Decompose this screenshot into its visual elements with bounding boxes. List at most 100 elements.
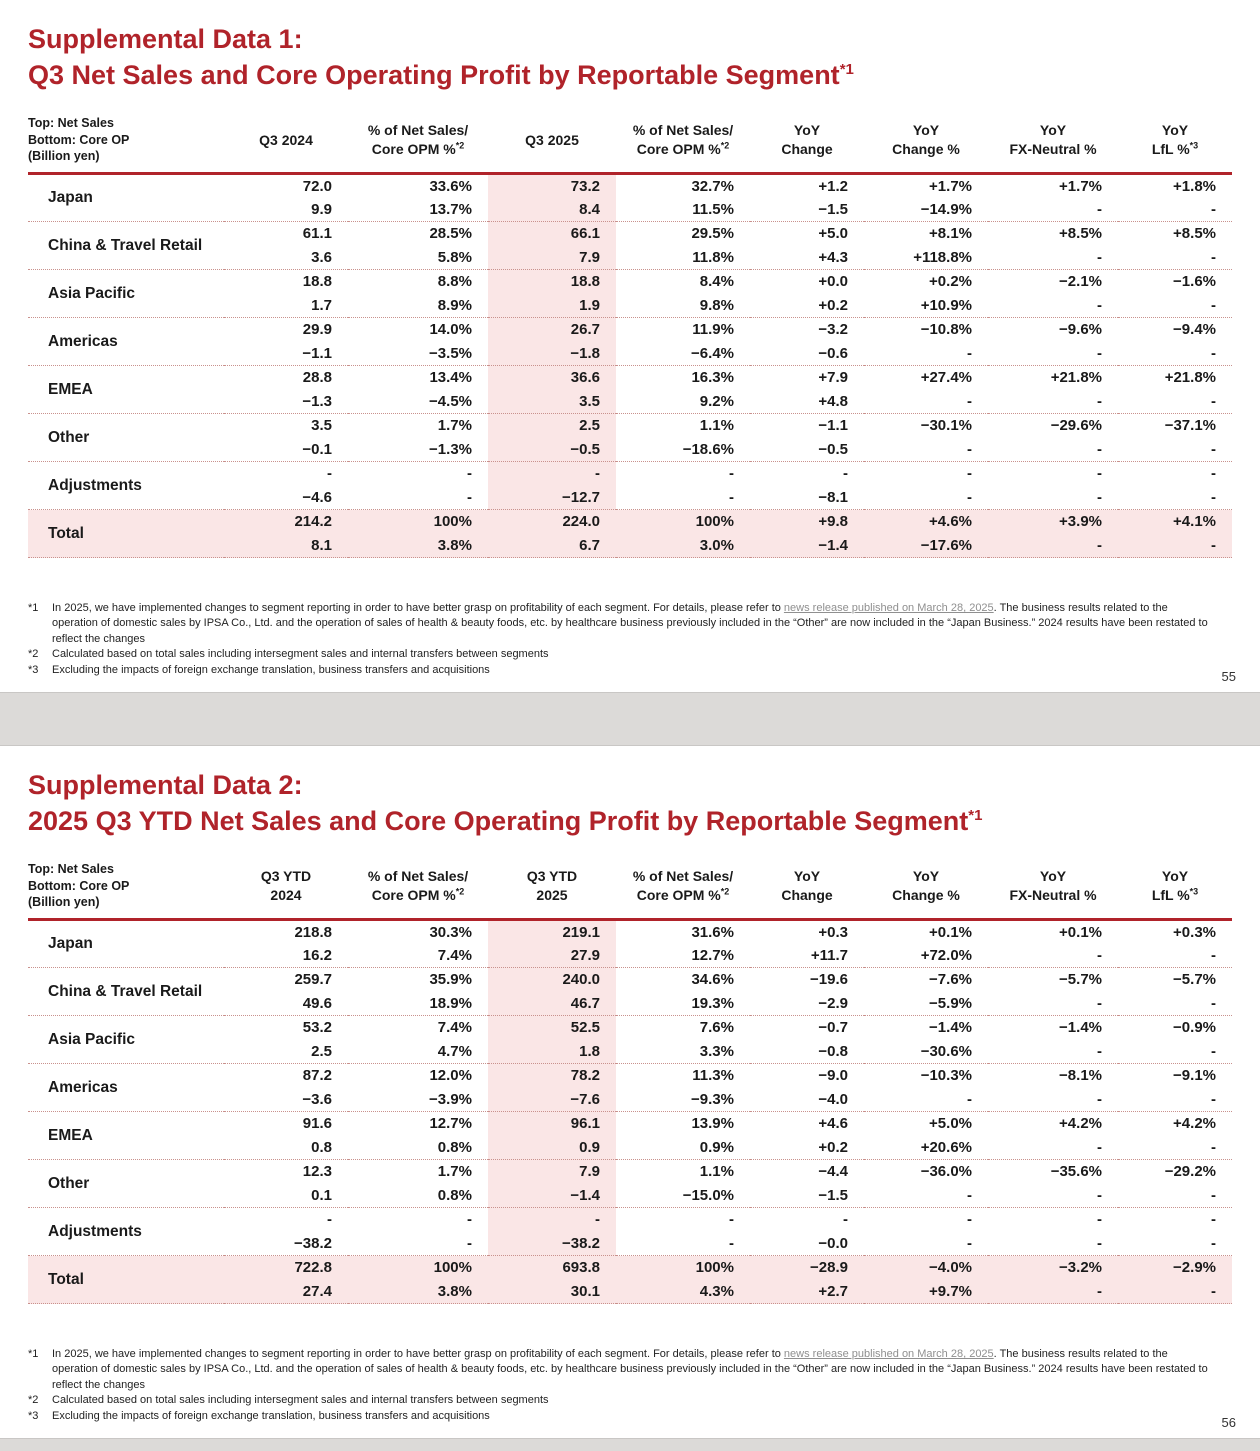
value-cell: 11.9% xyxy=(616,317,750,342)
value-cell: −1.5 xyxy=(818,1186,848,1204)
value-cell: 3.5 xyxy=(488,389,616,414)
core-op-line: 9.9 13.7% 8.4 11.5% −1.5 −14.9% - - xyxy=(28,197,1232,222)
value-cell: 33.6% xyxy=(429,177,472,195)
value-cell: 2.5 xyxy=(311,1042,332,1060)
value-cell: −1.4 xyxy=(750,533,864,558)
value-cell: - xyxy=(1097,248,1102,266)
value-cell: 14.0% xyxy=(348,317,488,342)
value-cell: −4.5% xyxy=(429,392,472,410)
value-cell: - xyxy=(1097,392,1102,410)
value-cell: +1.8% xyxy=(1173,177,1216,195)
value-cell: −10.8% xyxy=(864,317,988,342)
value-cell: 3.3% xyxy=(699,1042,734,1060)
value-cell: −3.6 xyxy=(302,1090,332,1108)
segment-row-group: EMEA 91.6 12.7% 96.1 13.9% +4.6 +5.0% +4.2% +4.2… xyxy=(28,1111,1232,1160)
footnote-marker: *1 xyxy=(28,1348,39,1361)
footnote-text: In 2025, we have implemented changes to … xyxy=(52,602,1208,645)
value-cell: 4.7% xyxy=(437,1042,472,1060)
column-header: YoY LfL %*3 xyxy=(1118,857,1232,922)
value-cell: +0.2 xyxy=(818,296,848,314)
value-cell: −0.0 xyxy=(818,1234,848,1252)
segment-label: EMEA xyxy=(28,1111,224,1160)
net-sales-line: Other 3.5 1.7% 2.5 1.1% −1.1 −30.1% −29.6% −37.1… xyxy=(28,413,1232,462)
footnote-1: *1 In 2025, we have implemented changes … xyxy=(28,601,1216,647)
slide-title: Supplemental Data 2: 2025 Q3 YTD Net Sal… xyxy=(28,768,1232,839)
value-cell: 214.2 xyxy=(224,509,348,534)
value-cell: - xyxy=(224,461,348,486)
value-cell: 12.7% xyxy=(691,946,734,964)
value-cell: - xyxy=(1211,1090,1216,1108)
value-cell: 693.8 xyxy=(488,1255,616,1280)
value-cell: 8.4% xyxy=(616,269,750,294)
segment-label: China & Travel Retail xyxy=(28,221,224,270)
value-cell: 12.0% xyxy=(348,1063,488,1088)
value-cell: +72.0% xyxy=(920,946,972,964)
value-cell: 6.7 xyxy=(488,533,616,558)
value-cell: 87.2 xyxy=(224,1063,348,1088)
value-cell: −0.5 xyxy=(488,437,616,462)
core-op-line: 49.6 18.9% 46.7 19.3% −2.9 −5.9% - - xyxy=(28,991,1232,1016)
value-cell: - xyxy=(1211,1234,1216,1252)
value-cell: −3.5% xyxy=(429,344,472,362)
footnote-text: Calculated based on total sales includin… xyxy=(52,1394,549,1407)
value-cell: - xyxy=(224,1207,348,1232)
value-cell: −0.5 xyxy=(818,440,848,458)
value-cell: - xyxy=(988,461,1118,486)
value-cell: 0.9% xyxy=(699,1138,734,1156)
bottom-strip xyxy=(0,1438,1260,1451)
value-cell: −30.1% xyxy=(864,413,988,438)
value-cell: - xyxy=(1211,392,1216,410)
value-cell: - xyxy=(1211,296,1216,314)
value-cell: 1.9 xyxy=(488,293,616,318)
value-cell: 26.7 xyxy=(488,317,616,342)
core-op-line: −1.3 −4.5% 3.5 9.2% +4.8 - - - xyxy=(28,389,1232,414)
net-sales-line: Japan 72.0 33.6% 73.2 32.7% +1.2 +1.7% +1.7% +1.… xyxy=(28,173,1232,206)
net-sales-line: Adjustments - - - - - - - - xyxy=(28,1207,1232,1256)
value-cell: 100% xyxy=(348,509,488,534)
segment-label: China & Travel Retail xyxy=(28,967,224,1016)
slide-supplemental-data-1: Supplemental Data 1: Q3 Net Sales and Co… xyxy=(0,0,1260,692)
core-op-line: 0.8 0.8% 0.9 0.9% +0.2 +20.6% - - xyxy=(28,1135,1232,1160)
news-release-link[interactable]: news release published on March 28, 2025 xyxy=(783,1348,994,1361)
net-sales-line: Total 722.8 100% 693.8 100% −28.9 −4.0% −3.2% −2… xyxy=(28,1255,1232,1304)
value-cell: +4.3 xyxy=(818,248,848,266)
value-cell: - xyxy=(488,461,616,486)
table-header-row: Top: Net Sales Bottom: Core OP (Billion … xyxy=(28,111,1232,176)
net-sales-line: Adjustments - - - - - - - - xyxy=(28,461,1232,510)
value-cell: −0.6 xyxy=(818,344,848,362)
value-cell: 11.5% xyxy=(692,200,734,218)
footnotes: *1 In 2025, we have implemented changes … xyxy=(28,1347,1216,1424)
value-cell: 1.1% xyxy=(616,1159,750,1184)
value-cell: - xyxy=(750,461,864,486)
value-cell: +0.3% xyxy=(1173,923,1216,941)
value-cell: 9.8% xyxy=(699,296,734,314)
value-cell: −3.9% xyxy=(429,1090,472,1108)
value-cell: −29.6% xyxy=(988,413,1118,438)
value-cell: 66.1 xyxy=(488,221,616,246)
value-cell: 100% xyxy=(348,1255,488,1280)
value-cell: −29.2% xyxy=(1118,1159,1232,1184)
segment-label: Japan xyxy=(48,189,93,206)
net-sales-line: Americas 87.2 12.0% 78.2 11.3% −9.0 −10.3% −8.1… xyxy=(28,1063,1232,1112)
value-cell: −8.1 xyxy=(818,488,848,506)
value-cell: 19.3% xyxy=(691,994,734,1012)
value-cell: 52.5 xyxy=(488,1015,616,1040)
core-op-line: 27.4 3.8% 30.1 4.3% +2.7 +9.7% - - xyxy=(28,1279,1232,1304)
value-cell: 30.1 xyxy=(488,1279,616,1304)
value-cell: 28.5% xyxy=(348,221,488,246)
value-cell: 8.4 xyxy=(488,197,616,222)
value-cell: 12.7% xyxy=(348,1111,488,1136)
value-cell: +4.2% xyxy=(1118,1111,1232,1136)
value-cell: −5.7% xyxy=(1118,967,1232,992)
segment-label: Total xyxy=(28,1255,224,1304)
core-op-line: −3.6 −3.9% −7.6 −9.3% −4.0 - - - xyxy=(28,1087,1232,1112)
value-cell: −1.3 xyxy=(302,392,332,410)
value-cell: 0.1 xyxy=(311,1186,332,1204)
segment-label: Asia Pacific xyxy=(28,1015,224,1064)
value-cell: 13.7% xyxy=(429,200,472,218)
segment-label: Other xyxy=(28,413,224,462)
news-release-link[interactable]: news release published on March 28, 2025 xyxy=(783,602,994,615)
value-cell: +21.8% xyxy=(1118,365,1232,390)
value-cell: +11.7 xyxy=(810,946,848,964)
value-cell: −4.4 xyxy=(750,1159,864,1184)
